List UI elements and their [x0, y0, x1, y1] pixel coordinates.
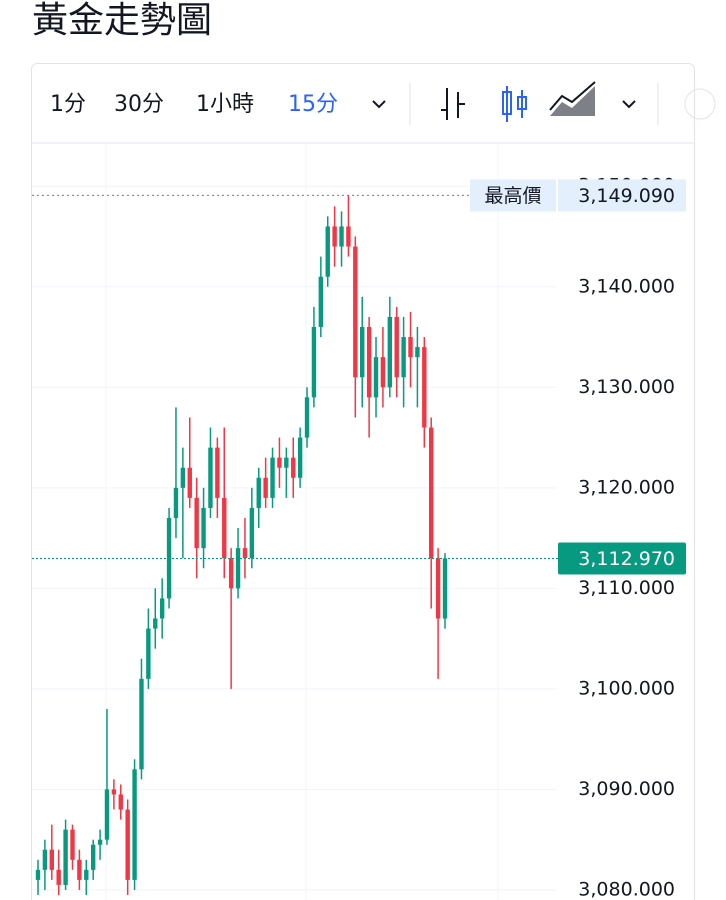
candle-body	[297, 437, 303, 478]
candle-body	[111, 789, 117, 795]
toolbar-button[interactable]	[684, 88, 716, 120]
candle-body	[70, 829, 75, 860]
candle-icon[interactable]	[502, 86, 527, 122]
candle-body	[125, 809, 130, 880]
candle-body	[318, 276, 324, 327]
candle-body	[201, 507, 206, 549]
y-tick-label: 3,140.000	[578, 275, 675, 297]
candle-body	[284, 457, 289, 468]
bar-icon[interactable]	[441, 88, 465, 120]
high-label: 最高價	[484, 185, 541, 207]
candle-body	[63, 829, 68, 885]
candle-body	[304, 397, 310, 438]
candle-body	[366, 326, 372, 398]
candle-body	[132, 769, 137, 880]
candle-body	[77, 859, 82, 880]
card	[31, 63, 695, 900]
candle-body	[84, 869, 89, 880]
candle-body	[429, 427, 434, 559]
candle-body	[263, 477, 268, 498]
y-tick-label: 3,090.000	[578, 778, 675, 800]
candle-body	[42, 849, 48, 870]
candle-body	[394, 316, 399, 378]
candle-body	[256, 477, 261, 508]
interval-button[interactable]: 1小時	[196, 92, 254, 117]
candle-body	[104, 789, 110, 840]
candle-body	[408, 337, 413, 358]
candle-body	[380, 357, 386, 388]
candle-body	[277, 457, 282, 468]
candle-body	[153, 618, 158, 629]
candle-body	[401, 337, 406, 378]
last-price-box	[558, 542, 686, 575]
y-tick-label: 3,100.000	[578, 677, 675, 699]
candle-body	[325, 226, 330, 277]
candle-body	[249, 507, 255, 559]
candle-body	[422, 347, 427, 428]
candle-body	[435, 558, 441, 619]
y-tick-label: 3,110.000	[578, 577, 675, 599]
y-tick-label: 3,130.000	[578, 376, 675, 398]
area-icon[interactable]	[549, 81, 596, 116]
candle-body	[194, 497, 199, 549]
interval-button[interactable]: 15分	[288, 92, 338, 117]
candle-body	[373, 357, 379, 398]
candle-body	[97, 839, 103, 845]
candle-body	[353, 246, 358, 378]
high-label-box	[470, 179, 556, 212]
last-price-label: 3,112.970	[578, 548, 675, 570]
candle-body	[118, 794, 123, 810]
interval-button[interactable]: 30分	[114, 92, 164, 117]
candle-body	[360, 326, 365, 378]
candle-body	[415, 347, 420, 358]
interval-dropdown[interactable]	[372, 100, 386, 109]
candle-body	[90, 844, 96, 870]
plot-area: 3,080.000 3,090.000 3,100.000 3,110.000 3,12…	[32, 144, 686, 900]
candle-body	[332, 226, 337, 247]
page-title: 黃金走勢圖	[32, 0, 212, 41]
candle-body	[215, 447, 220, 498]
candle-body	[56, 869, 61, 885]
candle-body	[159, 598, 165, 619]
candle-body	[180, 467, 186, 488]
chart-type-dropdown[interactable]	[622, 100, 636, 109]
candle-body	[270, 457, 275, 498]
candle-body	[173, 487, 179, 518]
candle-body	[311, 326, 317, 398]
candle-body	[35, 869, 41, 880]
candle-body	[228, 558, 234, 589]
candle-body	[346, 226, 351, 247]
candle-body	[242, 548, 248, 559]
candle-body	[442, 558, 448, 619]
high-value-box	[558, 179, 686, 212]
interval-button[interactable]: 1分	[50, 92, 86, 117]
candle-body	[49, 849, 54, 870]
candle-body	[139, 678, 144, 770]
candle-body	[187, 467, 192, 498]
candle-body	[146, 628, 151, 679]
candle-body	[208, 447, 213, 508]
candle-body	[235, 548, 241, 589]
candle-body	[222, 497, 227, 559]
y-tick-label: 3,080.000	[578, 878, 675, 900]
candle-body	[387, 316, 393, 388]
candle-body	[339, 226, 344, 247]
candle-body	[291, 457, 296, 478]
y-tick-label: 3,120.000	[578, 476, 675, 498]
high-value: 3,149.090	[578, 185, 675, 207]
